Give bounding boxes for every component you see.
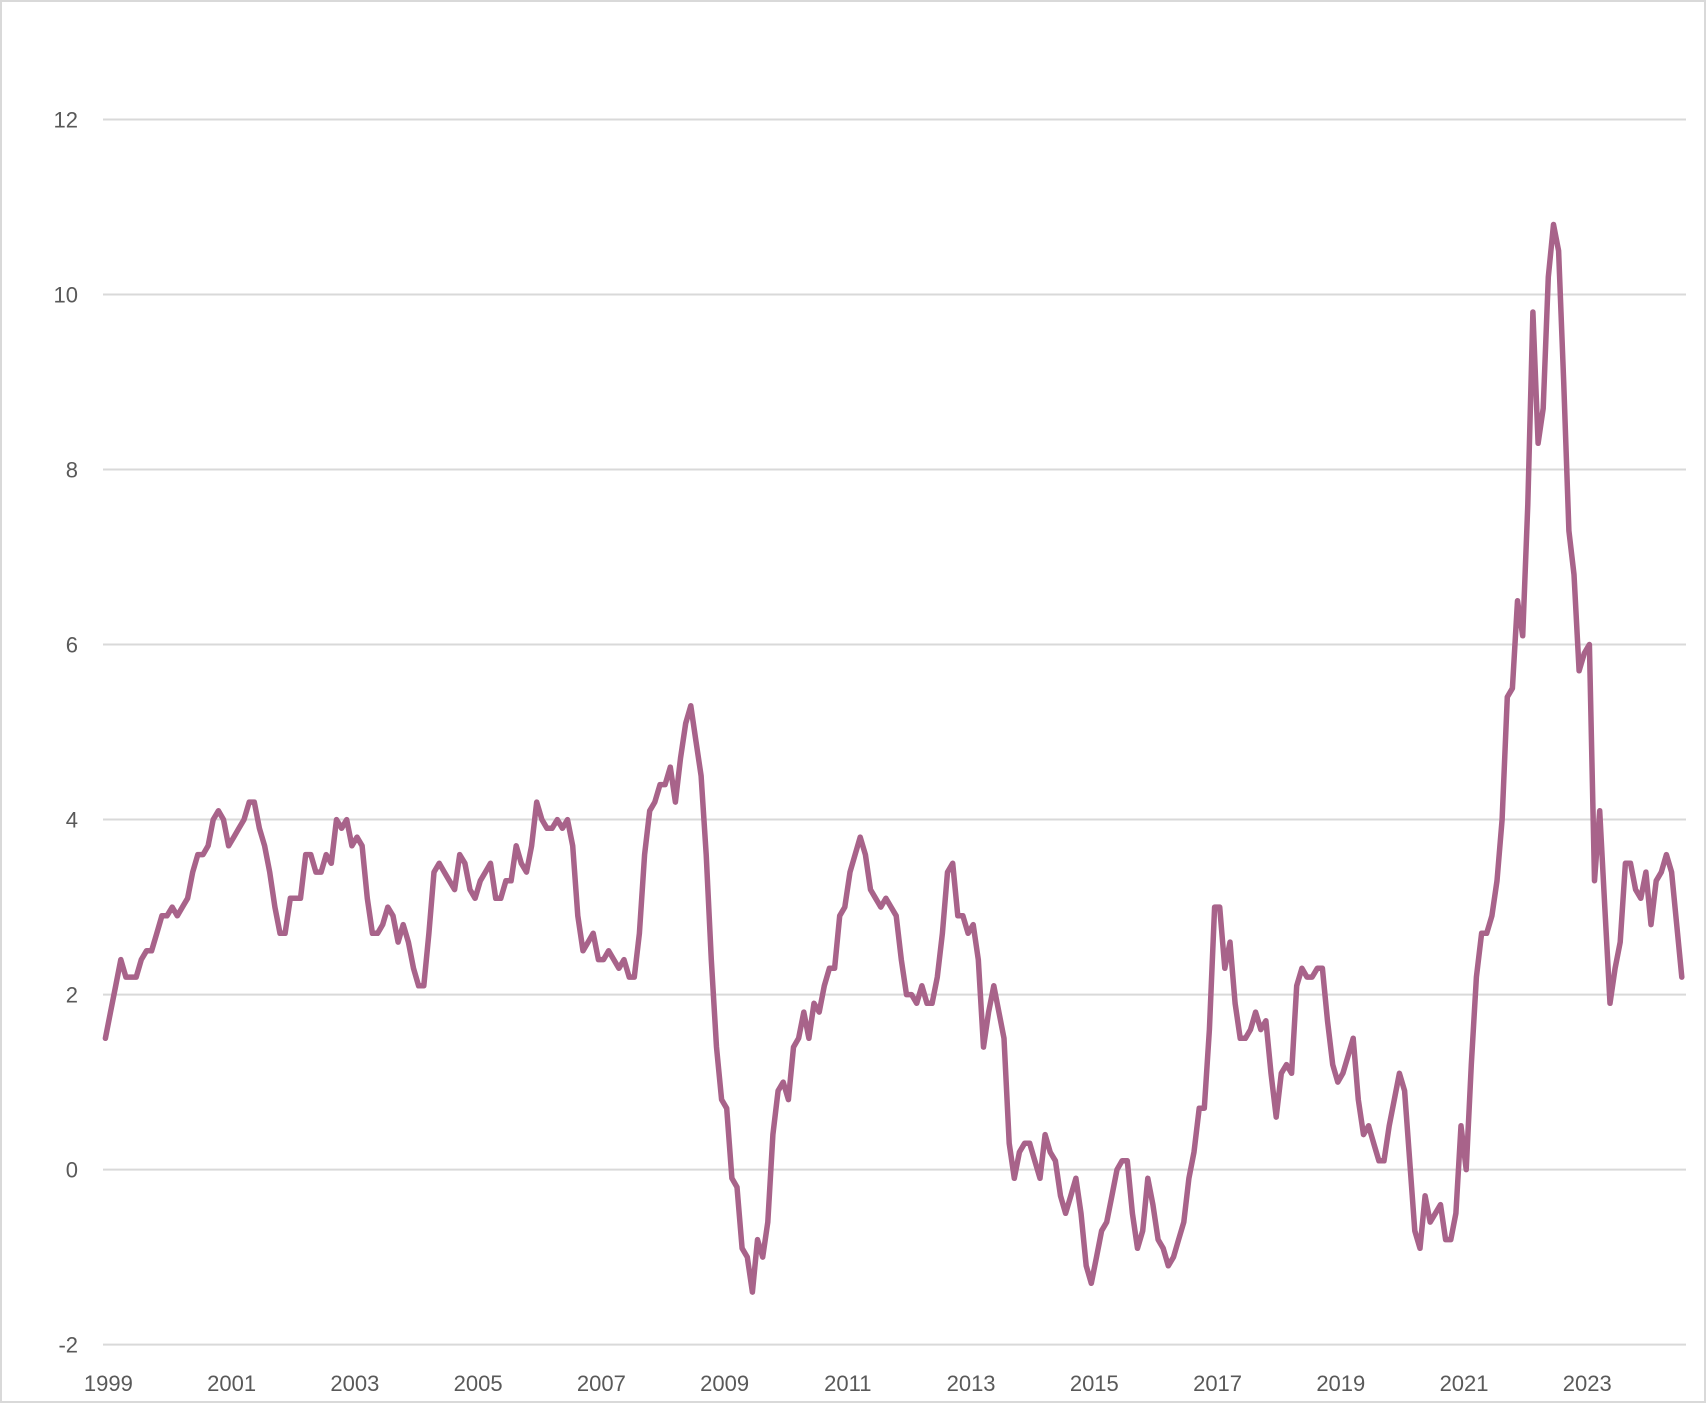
y-tick-label: 0 — [66, 1158, 78, 1183]
y-tick-label: 12 — [54, 108, 78, 133]
x-tick-label: 2011 — [824, 1371, 871, 1396]
x-tick-label: 2023 — [1563, 1371, 1612, 1396]
series-layer — [102, 221, 1685, 1295]
x-tick-label: 2019 — [1316, 1371, 1365, 1396]
y-axis-labels: -2 0 2 4 6 8 10 12 — [54, 108, 78, 1358]
x-axis-labels: 1999 2001 2003 2005 2007 2009 2011 2013 2015 2017… — [84, 1371, 1612, 1396]
gridlines — [103, 118, 1686, 1346]
x-tick-label: 2009 — [700, 1371, 749, 1396]
x-tick-label: 1999 — [84, 1371, 133, 1396]
y-tick-label: 6 — [66, 633, 78, 658]
y-tick-label: 8 — [66, 458, 78, 483]
y-tick-label: 2 — [66, 983, 78, 1008]
x-tick-label: 2003 — [330, 1371, 379, 1396]
x-tick-label: 2007 — [577, 1371, 626, 1396]
x-tick-label: 2015 — [1070, 1371, 1119, 1396]
x-tick-label: 2021 — [1440, 1371, 1489, 1396]
x-tick-label: 2001 — [207, 1371, 256, 1396]
x-tick-label: 2017 — [1193, 1371, 1242, 1396]
series-line — [102, 221, 1685, 1295]
y-tick-label: -2 — [58, 1333, 78, 1358]
x-tick-label: 2013 — [947, 1371, 996, 1396]
y-tick-label: 4 — [66, 808, 78, 833]
y-tick-label: 10 — [54, 283, 78, 308]
x-tick-label: 2005 — [454, 1371, 503, 1396]
